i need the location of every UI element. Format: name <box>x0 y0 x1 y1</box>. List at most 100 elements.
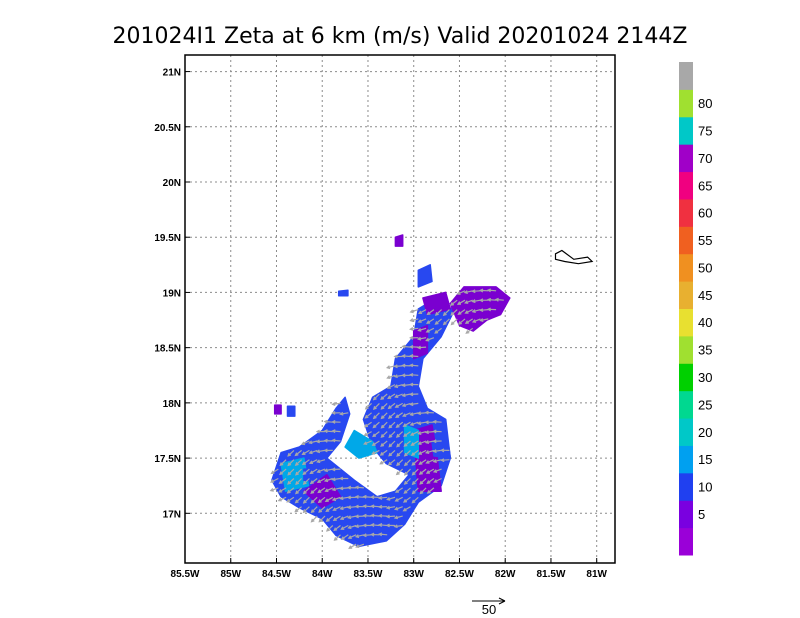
wind-vector-head <box>372 406 377 411</box>
wind-vector <box>426 478 435 484</box>
wind-vector-head <box>364 405 369 410</box>
wind-vector <box>309 440 318 444</box>
wind-vector <box>348 524 357 529</box>
wind-vector <box>388 412 396 419</box>
wind-vector <box>396 468 404 475</box>
wind-vector-head <box>362 494 367 499</box>
wind-vector <box>411 440 419 446</box>
wind-vector-head <box>309 470 314 475</box>
wind-vector-head <box>418 461 423 465</box>
wind-vector-head <box>309 480 314 485</box>
colorbar-label: 30 <box>698 370 712 385</box>
wind-vector-head <box>479 288 484 293</box>
wind-vector-head <box>442 321 447 326</box>
wind-vector <box>443 318 450 325</box>
wind-vector <box>488 289 497 292</box>
wind-vector-head <box>278 489 283 493</box>
wind-vector-head <box>449 302 454 306</box>
wind-vector-head <box>411 499 416 504</box>
wind-vector-head <box>396 443 401 448</box>
wind-vector-head <box>409 327 414 331</box>
wind-vector-head <box>370 513 375 518</box>
wind-vector-head <box>340 536 345 541</box>
wind-vector <box>394 374 403 378</box>
wind-vector-head <box>372 396 377 401</box>
wind-vector <box>412 478 419 485</box>
wind-vector <box>325 487 334 492</box>
wind-vector-head <box>323 438 328 443</box>
wind-vector-head <box>434 330 439 334</box>
wind-vector <box>402 345 411 348</box>
wind-vector-head <box>471 289 476 294</box>
wind-vector-head <box>402 507 407 512</box>
wind-vector-head <box>486 307 491 312</box>
wind-vector <box>441 459 450 461</box>
wind-vector <box>488 299 497 301</box>
wind-vector-head <box>442 312 447 317</box>
colorbar-bin <box>679 527 693 556</box>
wind-vector <box>324 420 333 423</box>
wind-vector <box>394 515 403 519</box>
wind-vector <box>396 459 404 466</box>
wind-vector-head <box>387 461 392 466</box>
wind-vector-head <box>318 509 323 513</box>
wind-vector-head <box>426 490 431 494</box>
wind-vector <box>287 459 295 466</box>
wind-vector <box>394 524 403 528</box>
wind-vector-head <box>411 481 416 486</box>
wind-vector <box>287 449 295 457</box>
wind-vector <box>348 534 357 539</box>
wind-vector <box>418 440 427 445</box>
wind-vector <box>403 421 411 427</box>
wind-vector-head <box>370 532 375 537</box>
wind-vector-head <box>286 498 291 503</box>
wind-vector <box>426 318 435 324</box>
wind-vector-head <box>346 515 352 520</box>
wind-vector <box>435 309 443 316</box>
wind-vector <box>326 525 334 532</box>
wind-vector-head <box>295 490 299 495</box>
wind-vector-head <box>394 498 399 502</box>
wind-vector <box>270 487 279 492</box>
x-tick-label: 81.5W <box>537 569 566 580</box>
wind-vector-head <box>331 402 336 406</box>
wind-vector-head <box>380 443 385 447</box>
colorbar-label: 45 <box>698 288 712 303</box>
wind-vector-head <box>426 320 431 324</box>
wind-vector <box>394 506 403 510</box>
wind-vector-head <box>331 487 336 492</box>
wind-vectors <box>269 288 504 549</box>
wind-vector-head <box>450 321 455 326</box>
wind-vector-head <box>457 321 462 325</box>
wind-vector-head <box>395 424 400 428</box>
wind-vector <box>402 355 411 358</box>
wind-vector <box>373 393 380 401</box>
wind-vector-head <box>471 299 476 304</box>
wind-vector-head <box>393 524 398 529</box>
wind-vector-head <box>354 494 359 499</box>
wind-vector-head <box>403 452 408 457</box>
wind-vector <box>287 468 295 476</box>
wind-vector-head <box>323 429 328 434</box>
wind-vector <box>364 421 372 428</box>
colorbar-bin <box>679 198 693 227</box>
wind-vector-head <box>333 537 338 541</box>
wind-vector-head <box>310 499 315 504</box>
wind-vector-head <box>417 441 422 445</box>
wind-vector <box>363 515 372 517</box>
wind-vector-head <box>315 449 321 454</box>
wind-vector <box>410 402 419 406</box>
wind-vector-head <box>315 439 320 444</box>
wind-vector <box>410 318 419 322</box>
wind-vector <box>388 431 396 438</box>
x-tick-label: 84.5W <box>262 569 291 580</box>
wind-vector-head <box>388 452 393 457</box>
wind-vector-head <box>362 523 367 528</box>
wind-vector <box>457 299 466 305</box>
wind-vector <box>317 449 326 453</box>
wind-vector-head <box>387 405 392 410</box>
wind-vector-head <box>393 515 399 520</box>
colorbar-label: 80 <box>698 96 712 111</box>
wind-vector <box>480 309 489 311</box>
wind-vector <box>418 421 427 425</box>
